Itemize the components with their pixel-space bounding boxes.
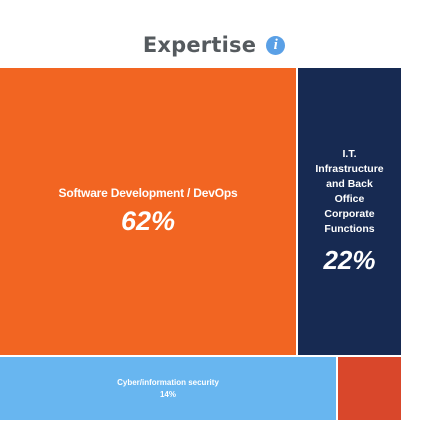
tile-value: 62% — [120, 206, 176, 236]
tile-label-line: Functions — [324, 223, 375, 235]
tile-label: I.T. Infrastructure and Back Office Corporat… — [315, 147, 383, 237]
treemap-tile-cyber[interactable]: Cyber/information security 14% — [0, 357, 336, 420]
treemap-tile-other[interactable] — [338, 357, 401, 420]
tile-label: Software Development / DevOps — [59, 186, 238, 200]
tile-label-line: Office — [334, 193, 365, 205]
treemap-tile-it[interactable]: I.T. Infrastructure and Back Office Corporat… — [298, 68, 401, 355]
tile-label-line: Corporate — [324, 208, 375, 220]
chart-title: Expertise — [142, 33, 257, 57]
tile-value: 14% — [159, 389, 176, 399]
chart-header: Expertise i — [0, 30, 428, 60]
info-icon[interactable]: i — [266, 35, 286, 55]
tile-label-line: Software Development / DevOps — [58, 186, 238, 200]
treemap-tile-software[interactable]: Software Development / DevOps 62% — [0, 68, 296, 355]
tile-label-line: Infrastructure — [315, 163, 384, 175]
tile-label: Cyber/information security — [117, 377, 219, 389]
tile-label-line: and Back — [326, 178, 373, 190]
tile-value: 22% — [323, 245, 376, 275]
tile-label-line: I.T. — [342, 148, 357, 160]
tile-label-line: Cyber/information security — [117, 377, 219, 387]
